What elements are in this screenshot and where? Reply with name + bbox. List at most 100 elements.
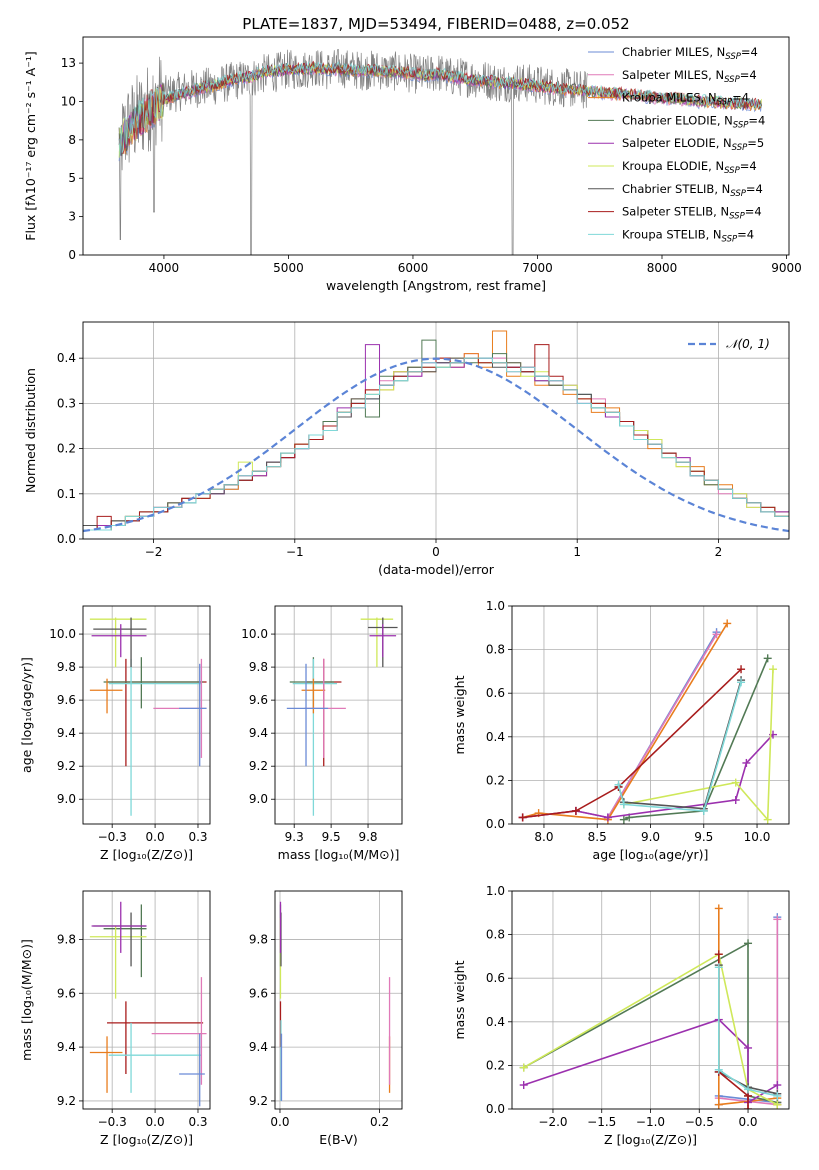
legend-label: Salpeter STELIB, NSSP=4: [622, 205, 762, 222]
x-tick-label: 8.5: [588, 830, 607, 844]
y-tick-label: 10.0: [49, 627, 76, 641]
x-tick-label: 9.8: [358, 830, 377, 844]
x-tick-label: 2: [715, 545, 723, 559]
plus-marker: [571, 806, 580, 815]
x-tick-label: 0.0: [146, 830, 165, 844]
y-tick-label: 10: [61, 94, 76, 108]
y-tick-label: 0.8: [486, 928, 505, 942]
errorbar-point: [91, 624, 147, 658]
axes-frame: [82, 36, 790, 256]
errorbar-point: [108, 1022, 202, 1093]
weight_vs_Z-panel: −2.0 −1.5 −1.0 −0.5 0.0 0.0 0.2 0.4 0.6 0.8 1.0 Z […: [452, 884, 790, 1147]
y-tick-label: 10.0: [241, 627, 268, 641]
y-tick-label: 9.6: [57, 693, 76, 707]
x-tick-label: 9.3: [285, 830, 304, 844]
legend-label-text: Salpeter ELODIE, N: [622, 136, 732, 150]
x-tick-label: 0.0: [738, 1115, 757, 1129]
mass_vs_ebv-plot-area: [279, 901, 391, 1101]
errorbar-point: [89, 678, 123, 714]
plus-marker: [744, 939, 753, 948]
legend-label-subscript: SSP: [732, 143, 748, 153]
legend-label-text: Chabrier MILES, N: [622, 45, 725, 59]
x-axis-label: mass [log₁₀(M/M⊙)]: [278, 847, 400, 862]
x-axis-label: E(B-V): [319, 1132, 358, 1147]
legend-label-value: =4: [741, 45, 758, 59]
x-tick-label: −2: [145, 545, 163, 559]
x-tick-label: 10.0: [744, 830, 771, 844]
x-tick-label: 8.0: [534, 830, 553, 844]
plus-marker: [763, 654, 772, 663]
x-tick-label: 9.0: [641, 830, 660, 844]
y-tick-label: 0.3: [57, 396, 76, 410]
x-tick-label: −0.3: [98, 830, 127, 844]
y-tick-label: 0.2: [57, 442, 76, 456]
age_vs_Z-plot-area: [89, 617, 207, 816]
x-tick-label: 4000: [149, 261, 180, 275]
y-axis-label: mass weight: [452, 675, 467, 754]
data-spectrum-line: [118, 48, 588, 255]
legend-label-value: =4: [746, 182, 763, 196]
legend-label-subscript: SSP: [729, 212, 745, 222]
legend-label: Chabrier MILES, NSSP=4: [622, 45, 758, 62]
x-tick-label: −1.0: [636, 1115, 665, 1129]
y-tick-label: 9.8: [57, 660, 76, 674]
y-axis-label: mass weight: [452, 960, 467, 1039]
plus-marker: [731, 778, 740, 787]
x-axis-label: age [log₁₀(age/yr)]: [593, 847, 709, 862]
age_vs_mass-plot-area: [286, 617, 398, 816]
mass_vs_Z-plot-area: [89, 901, 207, 1107]
plus-marker: [712, 630, 721, 639]
errorbar-point: [289, 657, 335, 709]
x-tick-label: −1: [286, 545, 304, 559]
y-tick-label: 5: [68, 171, 76, 185]
x-tick-label: 0.3: [188, 1115, 207, 1129]
y-tick-label: 1.0: [486, 884, 505, 898]
y-tick-label: 9.2: [249, 1094, 268, 1108]
plus-marker: [714, 950, 723, 959]
weight_vs_age-plot-area: [518, 619, 778, 824]
plus-marker: [723, 619, 732, 628]
legend-label-subscript: SSP: [722, 234, 738, 244]
x-tick-label: 0.2: [370, 1115, 389, 1129]
errorbar-point: [107, 658, 207, 767]
y-tick-label: 9.2: [57, 759, 76, 773]
x-tick-label: 6000: [398, 261, 429, 275]
y-tick-label: 0.4: [486, 1015, 505, 1029]
y-axis-label: mass [log₁₀(M/M⊙)]: [19, 939, 34, 1061]
y-tick-label: 0.6: [486, 971, 505, 985]
plus-marker: [714, 1065, 723, 1074]
axes-frame: [274, 605, 403, 825]
legend-label-value: =4: [745, 205, 762, 219]
errorbar-point: [107, 1001, 204, 1075]
mass_vs_ebv-panel: 0.0 0.2 9.2 9.4 9.6 9.8 E(B-V): [249, 890, 403, 1147]
errorbar-point: [89, 1036, 123, 1093]
x-tick-label: 8000: [647, 261, 678, 275]
x-tick-label: 9.5: [322, 830, 341, 844]
mass-weight-line: [522, 668, 742, 819]
legend-label: Chabrier STELIB, NSSP=4: [622, 182, 763, 199]
weight_vs_age-panel: 8.0 8.5 9.0 9.5 10.0 0.0 0.2 0.4 0.6 0.8 1.0 age [l…: [452, 599, 790, 862]
errorbar-point: [89, 925, 147, 999]
y-tick-label: 0.1: [57, 487, 76, 501]
y-tick-label: 0.2: [486, 773, 505, 787]
legend-label-text: Salpeter MILES, N: [622, 68, 724, 82]
errorbar-point: [103, 657, 204, 709]
plus-marker: [714, 963, 723, 972]
errorbar-point: [91, 901, 147, 953]
x-tick-label: 9.5: [694, 830, 713, 844]
legend-label: Salpeter MILES, NSSP=4: [622, 68, 757, 85]
plus-marker: [603, 813, 612, 822]
errorbar-point: [103, 904, 147, 978]
plus-marker: [614, 780, 623, 789]
y-tick-label: 0.6: [486, 686, 505, 700]
axes-frame: [82, 890, 211, 1110]
residual-legend: 𝒩(0, 1): [688, 337, 770, 351]
legend-label-subscript: SSP: [717, 98, 733, 108]
y-tick-label: 0.0: [486, 1102, 505, 1116]
y-tick-label: 9.6: [57, 986, 76, 1000]
legend-label-text: Kroupa ELODIE, N: [622, 159, 724, 173]
errorbar-point: [179, 1033, 205, 1107]
y-tick-label: 9.8: [249, 932, 268, 946]
legend-label-subscript: SSP: [724, 75, 740, 85]
